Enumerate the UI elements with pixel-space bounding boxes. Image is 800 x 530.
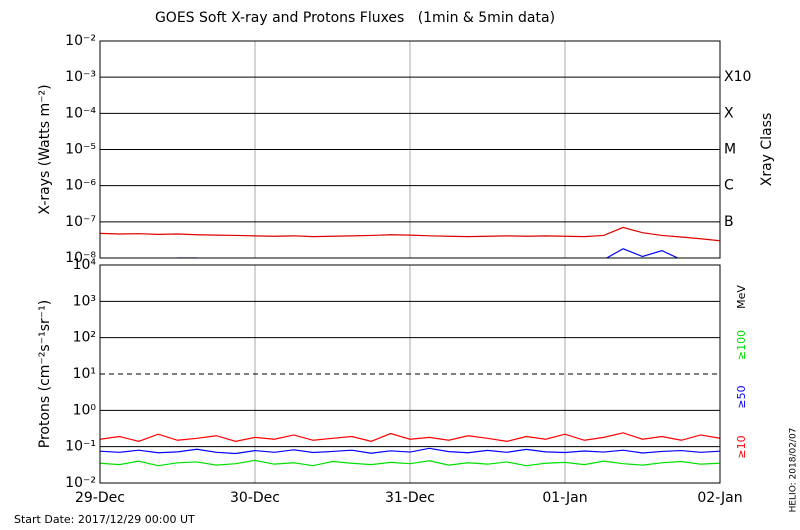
series-line <box>100 226 720 242</box>
x-tick-label: 31-Dec <box>385 490 435 506</box>
panel-frame <box>99 264 721 484</box>
y2-tick-label: B <box>724 214 734 230</box>
y-tick-label: 10⁻⁵ <box>65 142 96 158</box>
series-line <box>100 432 720 442</box>
y2-axis-label: Xray Class <box>759 113 775 187</box>
plot-area <box>100 226 720 258</box>
y2-tick-label: X <box>724 105 734 121</box>
y-tick-label: 10¹ <box>73 366 96 382</box>
y-tick-label: 10⁴ <box>73 257 97 273</box>
stamp: HELIO: 2018/02/07 <box>789 428 799 513</box>
x-tick-label: 29-Dec <box>75 490 125 506</box>
legend-entry: ≥10 <box>735 435 748 458</box>
y-tick-label: 10⁰ <box>73 402 97 418</box>
series-line <box>176 248 680 258</box>
legend-entry: ≥50 <box>735 385 748 408</box>
legend-entry: ≥100 <box>735 330 748 360</box>
y-tick-label: 10⁻⁷ <box>65 214 96 230</box>
y-axis-label: Protons (cm⁻²s⁻¹sr⁻¹) <box>37 300 53 449</box>
x-tick-label: 02-Jan <box>697 490 742 506</box>
start-date: Start Date: 2017/12/29 00:00 UT <box>14 513 195 526</box>
y-tick-label: 10⁻² <box>65 475 96 491</box>
y-tick-label: 10⁻⁸ <box>65 250 96 266</box>
y-tick-label: 10⁻⁶ <box>65 178 96 194</box>
y2-tick-label: C <box>724 178 734 194</box>
y-tick-label: 10³ <box>73 293 96 309</box>
y-tick-label: 10⁻¹ <box>65 439 96 455</box>
plot-area <box>100 432 720 467</box>
series-line <box>100 459 720 467</box>
x-tick-label: 30-Dec <box>230 490 280 506</box>
series-line <box>100 447 720 455</box>
chart-title: GOES Soft X-ray and Protons Fluxes (1min… <box>155 10 555 26</box>
y-tick-label: 10⁻² <box>65 33 96 49</box>
y-tick-label: 10⁻⁴ <box>65 105 96 121</box>
y2-tick-label: M <box>724 142 736 158</box>
panel-frame <box>99 40 721 259</box>
y2-tick-label: X10 <box>724 69 751 85</box>
legend-title: MeV <box>735 285 748 309</box>
y-axis-label: X-rays (Watts m⁻²) <box>37 84 53 214</box>
y-tick-label: 10² <box>73 330 96 346</box>
x-tick-label: 01-Jan <box>542 490 587 506</box>
y-tick-label: 10⁻³ <box>65 69 96 85</box>
